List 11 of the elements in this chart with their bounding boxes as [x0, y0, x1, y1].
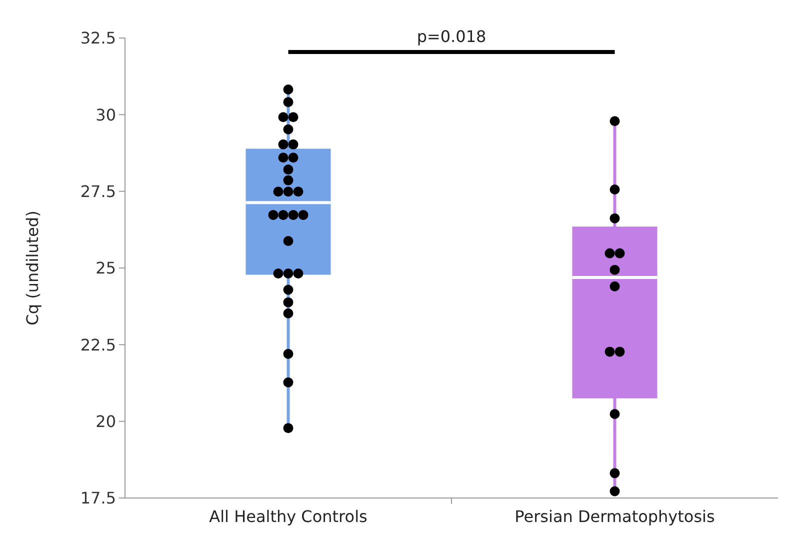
y-tick-label: 22.5	[80, 335, 116, 354]
x-tick-label: All Healthy Controls	[209, 507, 368, 526]
annotation: p=0.018	[416, 27, 486, 46]
y-tick-label: 17.5	[80, 488, 116, 508]
y-tick-label: 20	[96, 412, 116, 431]
y-tick-label: 32.5	[80, 28, 116, 48]
y-tick-label: 27.5	[80, 182, 116, 201]
y-axis-title: Cq (undiluted)	[23, 210, 42, 326]
x-tick-label: Persian Dermatophytosis	[514, 507, 715, 526]
y-tick-label: 30	[96, 105, 116, 124]
y-tick-label: 25	[96, 258, 116, 278]
